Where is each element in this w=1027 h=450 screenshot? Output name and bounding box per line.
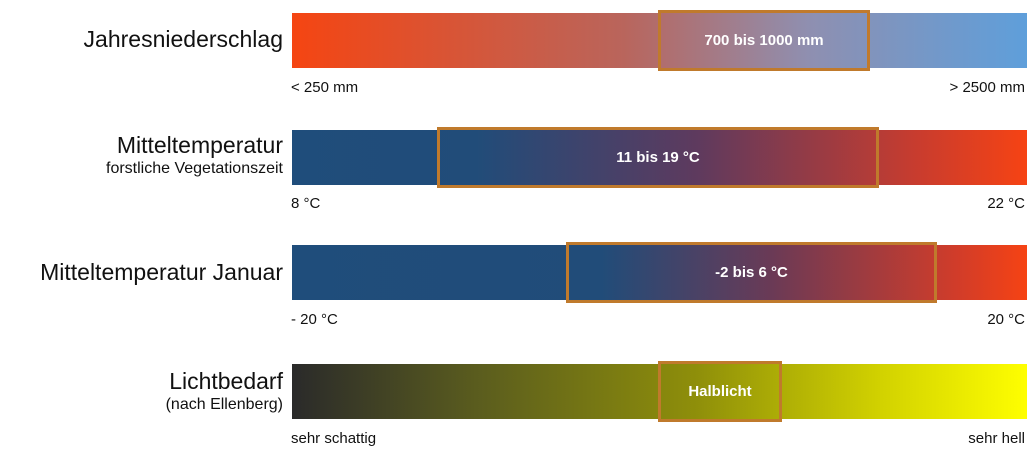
row-title: Jahresniederschlag [83, 26, 283, 52]
min-label: sehr schattig [291, 430, 377, 447]
row-label-mitteltemperatur-vegetationszeit: Mitteltemperatur forstliche Vegetationsz… [0, 132, 283, 179]
row-title: Mitteltemperatur [116, 132, 283, 158]
row-title: Lichtbedarf [169, 368, 283, 394]
range-box: Halblicht [658, 361, 782, 422]
range-label: 11 bis 19 °C [616, 149, 700, 166]
min-label: - 20 °C [291, 311, 338, 328]
max-label: sehr hell [968, 430, 1025, 447]
max-label: > 2500 mm [949, 79, 1025, 96]
row-label-mitteltemperatur-januar: Mitteltemperatur Januar [0, 259, 283, 286]
range-label: 700 bis 1000 mm [704, 32, 824, 49]
max-label: 20 °C [987, 311, 1025, 328]
min-label: < 250 mm [291, 79, 359, 96]
range-label: -2 bis 6 °C [715, 264, 788, 281]
row-label-lichtbedarf: Lichtbedarf (nach Ellenberg) [0, 368, 283, 415]
row-subtitle: forstliche Vegetationszeit [106, 160, 283, 177]
gradient-bar-mitteltemperatur-vegetationszeit: 11 bis 19 °C [292, 127, 1027, 188]
gradient-bar-mitteltemperatur-januar: -2 bis 6 °C [292, 242, 1027, 303]
row-subtitle: (nach Ellenberg) [165, 396, 283, 413]
range-label: Halblicht [688, 383, 752, 400]
row-label-jahresniederschlag: Jahresniederschlag [0, 26, 283, 53]
gradient-bar-jahresniederschlag: 700 bis 1000 mm [292, 10, 1027, 71]
range-box: 700 bis 1000 mm [658, 10, 870, 71]
row-title: Mitteltemperatur Januar [40, 259, 283, 285]
range-box: 11 bis 19 °C [437, 127, 879, 188]
range-box: -2 bis 6 °C [566, 242, 937, 303]
gradient-bar-lichtbedarf: Halblicht [292, 361, 1027, 422]
min-label: 8 °C [291, 195, 321, 212]
max-label: 22 °C [987, 195, 1025, 212]
